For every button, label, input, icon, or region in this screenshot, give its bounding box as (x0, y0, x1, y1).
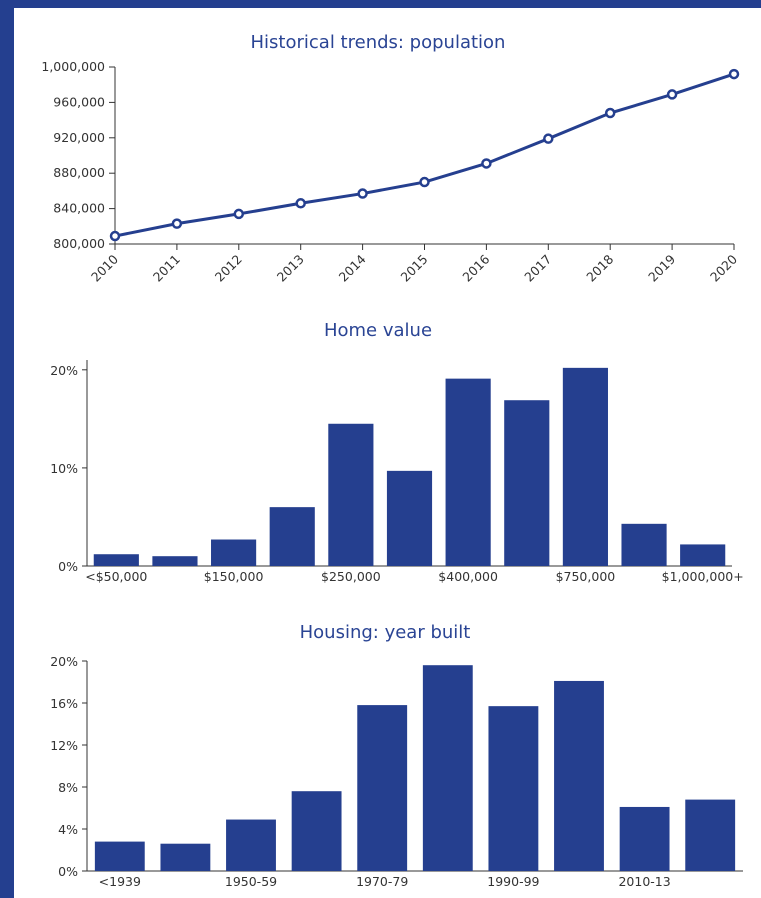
bar (386, 470, 433, 566)
x-tick-label: 1970-79 (356, 874, 408, 889)
data-point (109, 230, 121, 242)
data-point (419, 176, 430, 188)
home-value-chart-svg: Home value 0% 10% 20% <$50,000 $150,000 $250,… (50, 320, 744, 584)
y-tick-label: 20% (50, 654, 78, 669)
frame-left-border (0, 0, 14, 898)
data-point (233, 208, 245, 220)
bar (94, 841, 145, 871)
bar (504, 400, 550, 566)
x-tick-label: 2019 (645, 251, 678, 284)
bar (269, 507, 315, 566)
bar (422, 665, 473, 871)
chart-title: Housing: year built (300, 622, 471, 643)
x-tick-label: $750,000 (556, 569, 616, 584)
x-tick-label: $1,000,000+ (662, 569, 744, 584)
y-tick-label: 0% (58, 864, 78, 879)
x-tick-label: 1950-59 (225, 874, 277, 889)
x-tick-label: 2011 (150, 252, 183, 285)
data-point (728, 68, 740, 80)
x-tick-label: 2016 (459, 251, 492, 284)
x-tick-label: 2015 (398, 252, 431, 285)
bar (357, 705, 408, 871)
population-series-line (114, 72, 735, 238)
x-tick-label: 1990-99 (487, 874, 539, 889)
x-tick-label: 2010 (88, 251, 121, 284)
x-tick-label: 2014 (336, 251, 369, 284)
x-tick-label: 2020 (707, 251, 740, 284)
y-tick-label: 840,000 (53, 201, 105, 216)
x-tick-label: 2013 (274, 252, 307, 285)
y-tick-label: 12% (50, 738, 78, 753)
bar (562, 367, 608, 566)
data-point (604, 107, 616, 119)
bar (211, 539, 257, 566)
y-tick-label: 1,000,000 (41, 59, 105, 74)
year-built-chart: Housing: year built 0% 4% 8% 12% 16% 20% <1939… (0, 612, 761, 898)
bar (291, 791, 342, 871)
bar (160, 843, 211, 871)
y-tick-label: 8% (58, 780, 78, 795)
bar (488, 706, 539, 871)
y-tick-label: 16% (50, 696, 78, 711)
bar (685, 799, 736, 871)
bar (680, 544, 726, 566)
x-tick-label: 2018 (583, 251, 616, 284)
y-tick-label: 960,000 (53, 94, 105, 109)
data-point (171, 218, 183, 229)
y-tick-label: 920,000 (53, 130, 105, 145)
data-point (357, 188, 368, 199)
bar (619, 806, 670, 871)
x-tick-label: <$50,000 (85, 569, 147, 584)
x-tick-label: 2010-13 (618, 874, 670, 889)
y-tick-label: 4% (58, 822, 78, 837)
population-trend-chart: Historical trends: population 800,000 840… (0, 8, 761, 303)
y-tick-label: 10% (50, 461, 78, 476)
data-point (295, 198, 306, 209)
chart-title: Historical trends: population (251, 32, 506, 53)
data-point (543, 133, 554, 144)
data-point (666, 89, 678, 100)
home-value-chart: Home value 0% 10% 20% <$50,000 $150,000 $250,… (0, 308, 761, 593)
bar (621, 523, 667, 566)
y-tick-label: 20% (50, 363, 78, 378)
y-tick-label: 880,000 (53, 165, 105, 180)
population-chart-svg: Historical trends: population 800,000 840… (41, 32, 740, 285)
x-tick-label: $250,000 (321, 569, 381, 584)
bar (445, 378, 491, 566)
bar (554, 680, 604, 871)
frame-top-border (0, 0, 761, 8)
x-tick-label: $400,000 (438, 569, 498, 584)
data-point (481, 158, 492, 169)
bar (226, 819, 276, 871)
bar (328, 423, 374, 566)
y-tick-label: 800,000 (53, 236, 105, 251)
x-tick-label: $150,000 (204, 569, 264, 584)
x-tick-label: <1939 (99, 874, 141, 889)
y-tick-label: 0% (58, 559, 78, 574)
bar (152, 556, 198, 566)
chart-title: Home value (324, 320, 432, 341)
x-tick-label: 2017 (521, 252, 554, 285)
year-built-chart-svg: Housing: year built 0% 4% 8% 12% 16% 20% <1939… (50, 622, 743, 889)
bar (93, 554, 139, 566)
x-tick-label: 2012 (212, 252, 245, 285)
